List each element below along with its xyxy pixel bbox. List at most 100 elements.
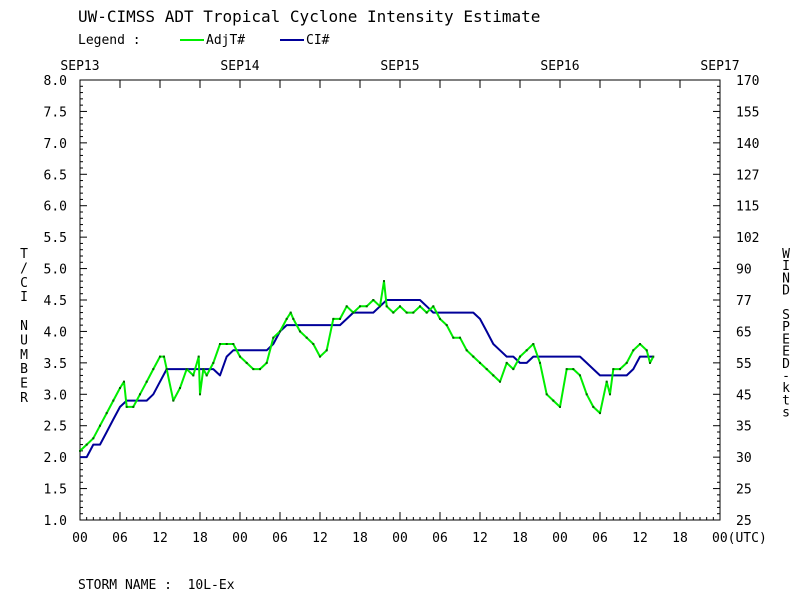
adjt-point: [289, 311, 292, 314]
adjt-point: [632, 349, 635, 352]
right-tick-label: 77: [736, 294, 752, 309]
left-tick-label: 6.5: [44, 168, 67, 183]
adjt-point: [512, 368, 515, 371]
adjt-point: [199, 393, 201, 396]
adjt-point: [219, 343, 221, 345]
right-tick-label: 90: [736, 263, 752, 278]
bottom-hour-label: 12: [312, 531, 328, 546]
adjt-point: [232, 343, 235, 345]
adjt-point: [599, 412, 601, 415]
adjt-point: [565, 368, 568, 371]
right-tick-label: 35: [736, 420, 752, 435]
adjt-point: [519, 355, 521, 358]
right-tick-label: 65: [736, 325, 752, 340]
adjt-point: [332, 317, 335, 320]
adjt-point: [305, 336, 308, 339]
bottom-hour-label: 00(UTC): [712, 531, 767, 546]
bottom-hour-label: 18: [352, 531, 368, 546]
adjt-point: [649, 361, 651, 364]
adjt-point: [359, 305, 361, 308]
adjt-point: [292, 317, 295, 320]
bottom-hour-label: 00: [232, 531, 248, 546]
adjt-point: [605, 380, 608, 383]
top-date-label: SEP14: [220, 59, 259, 74]
adjt-point: [205, 374, 208, 377]
bottom-hour-label: 00: [72, 531, 88, 546]
adjt-point: [485, 368, 488, 371]
bottom-hour-label: 00: [392, 531, 408, 546]
right-tick-label: 170: [736, 74, 759, 89]
right-tick-label: 55: [736, 357, 752, 372]
left-tick-label: 3.5: [44, 357, 67, 372]
top-date-label: SEP16: [540, 59, 579, 74]
adjt-point: [432, 305, 435, 308]
adjt-point: [479, 361, 481, 364]
bottom-hour-label: 18: [192, 531, 208, 546]
adjt-point: [185, 368, 188, 371]
adjt-point: [272, 336, 275, 339]
bottom-hour-label: 12: [152, 531, 168, 546]
adjt-point: [399, 305, 401, 308]
adjt-point: [425, 311, 428, 314]
adjt-point: [492, 374, 495, 377]
top-date-label: SEP13: [60, 59, 99, 74]
adjt-point: [609, 393, 611, 396]
bottom-hour-label: 06: [272, 531, 288, 546]
adjt-point: [119, 387, 121, 389]
legend-label: Legend :: [78, 33, 141, 48]
adjt-point: [652, 355, 655, 358]
adjt-point: [132, 405, 135, 408]
left-tick-label: 5.0: [44, 263, 67, 278]
adjt-point: [285, 317, 288, 320]
adjt-point: [625, 361, 628, 364]
adjt-point: [592, 405, 595, 408]
adjt-point: [383, 280, 385, 283]
adjt-point: [172, 399, 175, 402]
adjt-point: [85, 443, 88, 446]
right-axis-labels: 170 155 140 127 115 102 90 77 65 55 45 35 30 25 25: [736, 74, 759, 529]
right-tick-label: 45: [736, 388, 752, 403]
left-tick-label: 4.5: [44, 294, 67, 309]
adjt-point: [125, 405, 128, 408]
adjt-point: [639, 343, 641, 345]
left-tick-label: 8.0: [44, 74, 67, 89]
adjt-point: [159, 355, 161, 358]
adjt-point: [279, 330, 281, 333]
adjt-point: [472, 355, 475, 358]
adjt-point: [559, 405, 561, 408]
right-tick-label: 140: [736, 137, 759, 152]
adjt-point: [339, 317, 341, 320]
adjt-point: [525, 349, 528, 352]
adjt-point: [152, 368, 155, 371]
adjt-point: [585, 393, 588, 396]
series-layer: [79, 280, 655, 459]
adjt-point: [645, 349, 648, 352]
adjt-point: [552, 399, 555, 402]
adjt-point: [299, 330, 301, 333]
right-tick-label: 115: [736, 200, 759, 215]
adjt-point: [459, 336, 461, 339]
adjt-point: [192, 374, 195, 377]
left-axis-labels: 8.0 7.5 7.0 6.5 6.0 5.5 5.0 4.5 4.0 3.5 3.0 2.5 2.0 1…: [44, 74, 67, 529]
right-tick-label: 30: [736, 451, 752, 466]
left-tick-label: 3.0: [44, 388, 67, 403]
left-tick-label: 2.0: [44, 451, 67, 466]
chart-title: UW-CIMSS ADT Tropical Cyclone Intensity …: [78, 7, 540, 26]
adjt-point: [319, 355, 321, 358]
axis-ticks: [79, 79, 721, 521]
adjt-point: [372, 299, 375, 301]
bottom-hour-label: 12: [632, 531, 648, 546]
adjt-point: [452, 336, 455, 339]
adjt-point: [239, 355, 241, 358]
adjt-point: [572, 368, 575, 371]
adjt-point: [385, 305, 388, 308]
adjt-point: [79, 449, 81, 452]
adjt-point: [445, 324, 448, 327]
adjt-point: [545, 393, 548, 396]
adjt-point: [405, 311, 408, 314]
top-date-label: SEP17: [700, 59, 739, 74]
adjt-point: [105, 412, 108, 415]
right-tick-label: 127: [736, 168, 759, 183]
